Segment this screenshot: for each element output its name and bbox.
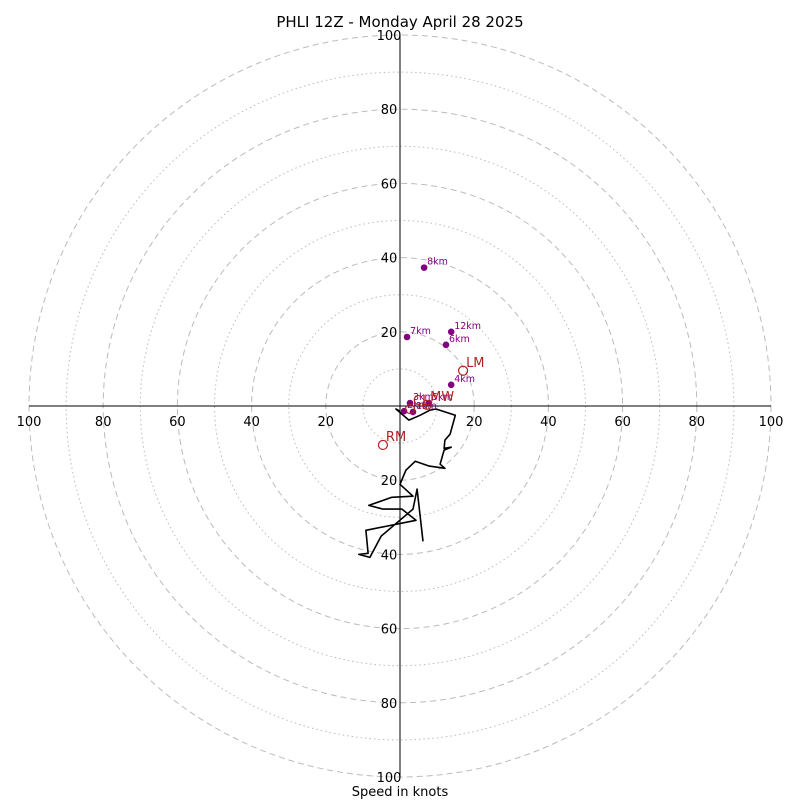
x-tick-label: 100 — [17, 415, 42, 430]
height-marker-label: 2km — [407, 400, 428, 411]
storm-motion-label: RM — [386, 430, 406, 445]
x-tick-label: 20 — [318, 415, 335, 430]
x-tick-label: 60 — [614, 415, 631, 430]
y-tick-label: 80 — [381, 103, 398, 118]
storm-motion-marker — [377, 439, 389, 451]
x-tick-label: 80 — [689, 415, 706, 430]
axes — [29, 35, 771, 777]
chart-title: PHLI 12Z - Monday April 28 2025 — [276, 13, 523, 31]
storm-motion-marker — [457, 365, 469, 376]
storm-motion-marker — [421, 399, 433, 410]
storm-motion-label: MW — [430, 390, 454, 405]
storm-motion-marker — [404, 403, 416, 415]
y-tick-label: 80 — [381, 697, 398, 712]
x-tick-label: 40 — [540, 415, 557, 430]
x-tick-label: 100 — [759, 415, 784, 430]
height-marker-label: 4km — [454, 374, 475, 385]
y-tick-label: 40 — [381, 252, 398, 267]
y-tick-label: 60 — [381, 623, 398, 638]
y-tick-label: 20 — [381, 326, 398, 341]
height-marker-label: 3km — [413, 392, 434, 403]
wind-trace-layer — [358, 408, 457, 559]
height-marker-point — [403, 333, 411, 341]
y-tick-label: 40 — [381, 548, 398, 563]
height-marker-label: 12km — [454, 321, 481, 332]
height-marker-label: 7km — [410, 326, 431, 337]
height-marker-point — [420, 264, 428, 271]
height-marker-point — [447, 381, 455, 389]
height-marker-label: 6km — [449, 334, 470, 345]
x-tick-label: 60 — [169, 415, 186, 430]
x-axis-label: Speed in knots — [352, 785, 449, 800]
y-tick-label: 100 — [377, 771, 402, 786]
height-marker-label: 1km — [416, 401, 437, 412]
y-tick-label: 100 — [377, 29, 402, 44]
height-marker-point — [442, 341, 450, 349]
wind-trace-line — [358, 408, 457, 559]
height-marker-point — [447, 328, 455, 336]
storm-motion-label: CL — [413, 394, 430, 409]
height-marker-label: 8km — [427, 257, 448, 268]
tick-labels: 100 80 60 40 20 20 40 60 80 100 20 40 60 80 100 20 40 60 8… — [17, 29, 784, 786]
x-tick-label: 20 — [466, 415, 483, 430]
x-tick-label: 40 — [243, 415, 260, 430]
y-tick-label: 60 — [381, 177, 398, 192]
y-tick-label: 20 — [381, 474, 398, 489]
x-tick-label: 80 — [95, 415, 112, 430]
storm-motion-label: LM — [466, 356, 484, 371]
height-marker-label: 5km — [432, 392, 453, 403]
